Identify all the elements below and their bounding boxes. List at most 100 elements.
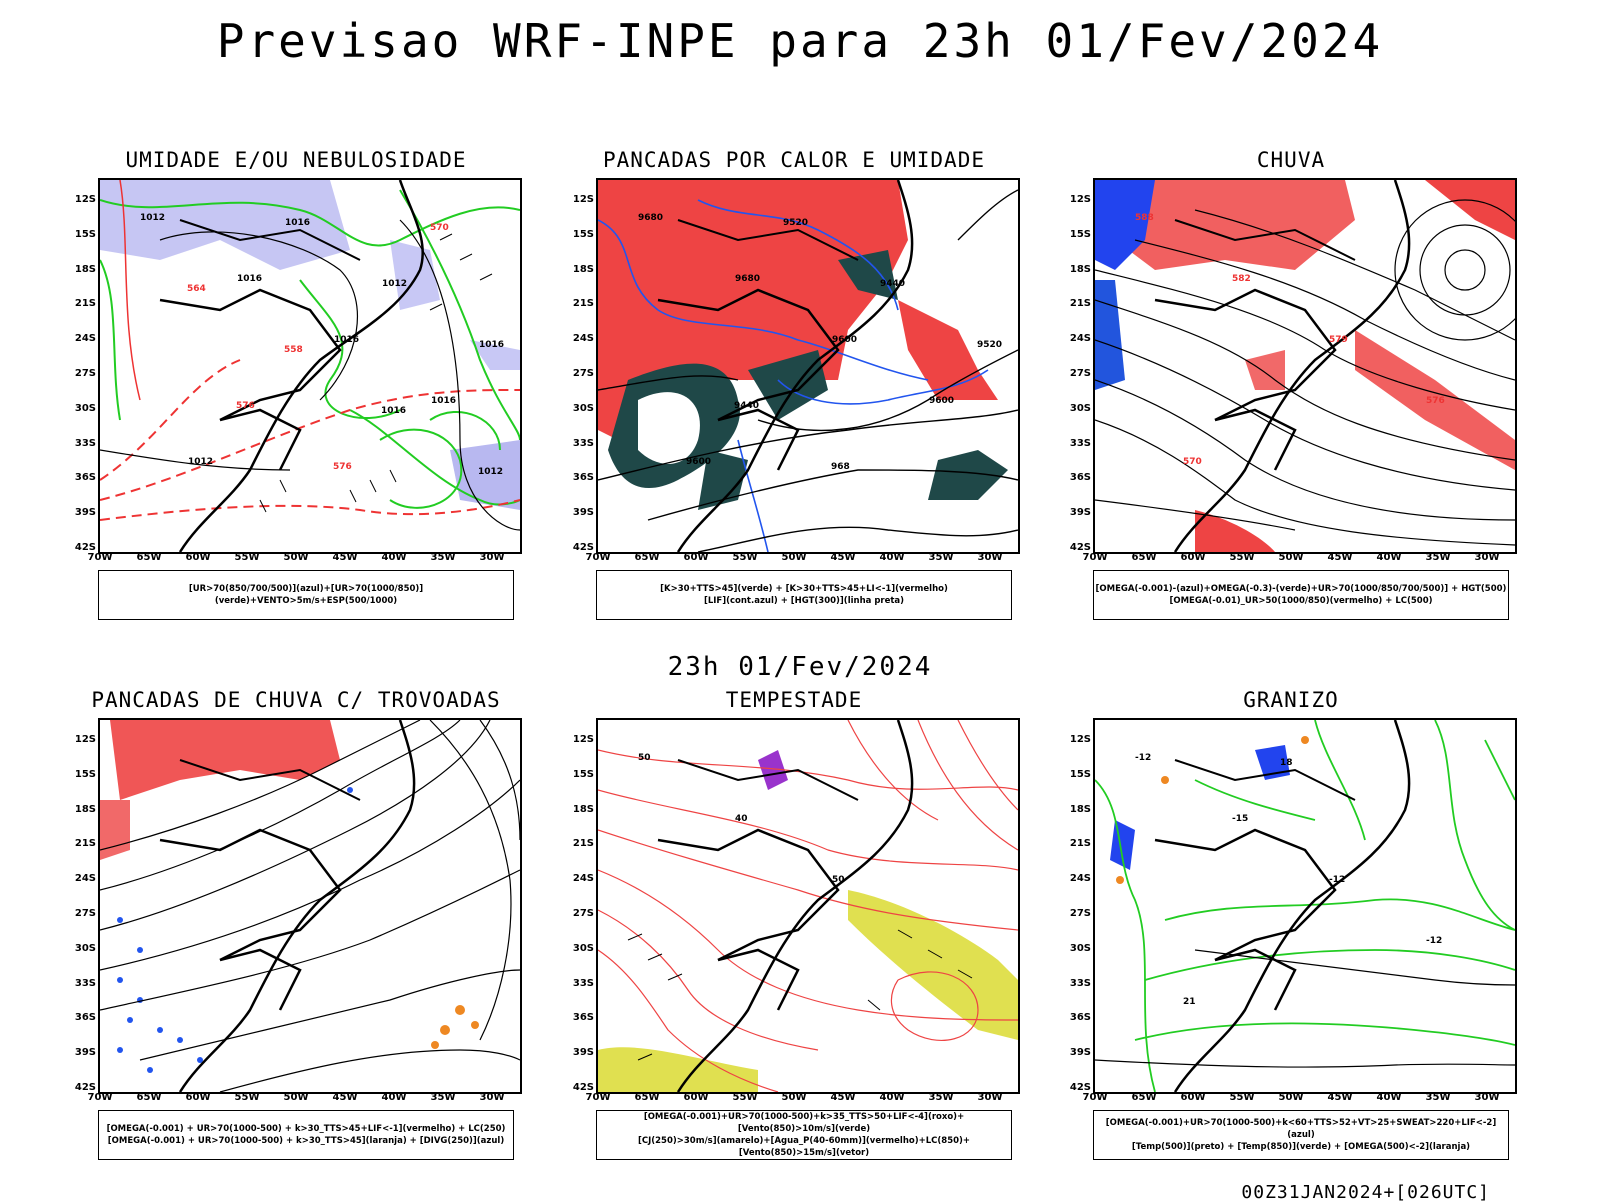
legend-box: [OMEGA(-0.001)+UR>70(1000-500)+k<60+TTS>… (1093, 1110, 1509, 1160)
panel-hail[interactable]: GRANIZO 12S 15S 18S 21S 24S 27S 30S 33S 36S 39S 42… (1041, 688, 1541, 1188)
lat-tick-label: 30S (572, 402, 594, 414)
contour-label: 40 (735, 814, 748, 824)
lon-tick-label: 55W (1229, 1092, 1255, 1103)
lat-tick-label: 15S (1069, 228, 1091, 240)
contour-label: 9680 (638, 213, 663, 223)
lat-tick-label: 12S (1069, 194, 1091, 205)
map-heat-showers[interactable]: 9680 9680 9600 9600 9600 9520 9440 9520 9440 968 (596, 178, 1020, 554)
lon-tick-label: 45W (332, 552, 358, 563)
lon-tick-label: 60W (185, 1092, 211, 1103)
lon-tick-label: 60W (185, 552, 211, 563)
lat-tick-label: 15S (1069, 768, 1091, 780)
map-hail[interactable]: -12 -15 -12 -12 21 18 (1093, 718, 1517, 1094)
panel-heat-showers[interactable]: PANCADAS POR CALOR E UMIDADE 12S 15S 18S 21… (544, 148, 1044, 648)
lon-tick-label: 65W (634, 1092, 660, 1103)
panel-rain[interactable]: CHUVA 12S 15S 18S 21S 24S 27S 30S 33S 36S 39S 42S (1041, 148, 1541, 648)
lon-tick-label: 60W (1180, 552, 1206, 563)
lon-tick-label: 45W (332, 1092, 358, 1103)
lon-axis: 70W 65W 60W 55W 50W 45W 40W 35W 30W (88, 552, 518, 566)
lat-tick-label: 21S (1069, 298, 1091, 310)
lon-tick-label: 50W (283, 552, 309, 563)
map-canvas (100, 720, 520, 1092)
lon-axis: 70W 65W 60W 55W 50W 45W 40W 35W 30W (586, 1092, 1016, 1106)
map-thunderstorm-showers[interactable] (98, 718, 522, 1094)
contour-label: 50 (832, 875, 845, 885)
map-canvas: 588 582 579 576 570 (1095, 180, 1515, 552)
contour-label: -12 (1426, 936, 1442, 946)
map-canvas: 50 40 50 (598, 720, 1018, 1092)
lat-tick-label: 36S (1069, 472, 1091, 484)
contour-label: 1016 (479, 340, 504, 350)
panel-humidity[interactable]: UMIDADE E/OU NEBULOSIDADE 12S 15S 18S 21S 24… (46, 148, 546, 648)
contour-label: -15 (1232, 814, 1248, 824)
lat-tick-label: 24S (572, 873, 594, 885)
contour-label: 9440 (880, 279, 905, 289)
map-canvas: 9680 9680 9600 9600 9600 9520 9440 9520 9440 968 (598, 180, 1018, 552)
contour-label: 576 (236, 401, 255, 411)
panel-title: TEMPESTADE (725, 688, 863, 712)
contour-label: 9440 (734, 401, 759, 411)
contour-label: 579 (1329, 335, 1348, 345)
panel-storm[interactable]: TEMPESTADE 12S 15S 18S 21S 24S 27S 30S 33S 36S 39… (544, 688, 1044, 1188)
panel-title: CHUVA (1256, 148, 1326, 172)
lon-tick-label: 50W (781, 1092, 807, 1103)
lon-tick-label: 35W (928, 1092, 954, 1103)
lon-tick-label: 40W (879, 552, 905, 563)
legend-box: [K>30+TTS>45](verde) + [K>30+TTS>45+LI<-… (596, 570, 1012, 620)
lon-axis: 70W 65W 60W 55W 50W 45W 40W 35W 30W (88, 1092, 518, 1106)
lat-tick-label: 21S (74, 838, 96, 850)
contour-label: 1016 (381, 406, 406, 416)
lat-axis: 12S 15S 18S 21S 24S 27S 30S 33S 36S 39S 42S (554, 178, 594, 553)
lon-tick-label: 70W (1082, 1092, 1108, 1103)
lat-axis: 12S 15S 18S 21S 24S 27S 30S 33S 36S 39S 42S (1051, 718, 1091, 1093)
lat-tick-label: 36S (572, 1012, 594, 1024)
lat-tick-label: 12S (1069, 734, 1091, 745)
contour-label: 1016 (431, 396, 456, 406)
lon-tick-label: 50W (781, 552, 807, 563)
lat-tick-label: 24S (74, 873, 96, 885)
lat-tick-label: 30S (572, 942, 594, 954)
contour-label: 1012 (478, 467, 503, 477)
lat-tick-label: 12S (74, 734, 96, 745)
lon-tick-label: 70W (585, 1092, 611, 1103)
lon-tick-label: 65W (1131, 552, 1157, 563)
lon-tick-label: 30W (479, 1092, 505, 1103)
panel-thunderstorm-showers[interactable]: PANCADAS DE CHUVA C/ TROVOADAS 12S 15S 18S… (46, 688, 546, 1188)
contour-label: -12 (1135, 753, 1151, 763)
lon-tick-label: 55W (732, 1092, 758, 1103)
lat-tick-label: 24S (1069, 333, 1091, 345)
lon-axis: 70W 65W 60W 55W 50W 45W 40W 35W 30W (586, 552, 1016, 566)
lat-tick-label: 42S (572, 1082, 594, 1093)
lon-tick-label: 30W (1474, 1092, 1500, 1103)
lat-tick-label: 33S (572, 437, 594, 449)
contour-label: 570 (430, 223, 449, 233)
lon-tick-label: 55W (732, 552, 758, 563)
lat-tick-label: 15S (74, 228, 96, 240)
lat-tick-label: 36S (74, 472, 96, 484)
lat-tick-label: 30S (74, 942, 96, 954)
lat-tick-label: 42S (74, 1082, 96, 1093)
lat-tick-label: 18S (1069, 803, 1091, 815)
lat-tick-label: 33S (74, 977, 96, 989)
lat-tick-label: 42S (74, 542, 96, 553)
lon-tick-label: 65W (136, 1092, 162, 1103)
lon-tick-label: 45W (830, 1092, 856, 1103)
contour-label: 18 (1280, 758, 1293, 768)
map-humidity[interactable]: 1012 1016 1016 1016 1012 1016 1012 1016 576 576 57… (98, 178, 522, 554)
lat-tick-label: 12S (572, 734, 594, 745)
contour-label: 9600 (929, 396, 954, 406)
lat-tick-label: 21S (74, 298, 96, 310)
lon-tick-label: 55W (1229, 552, 1255, 563)
lat-tick-label: 12S (74, 194, 96, 205)
legend-box: [OMEGA(-0.001)-(azul)+OMEGA(-0.3)-(verde… (1093, 570, 1509, 620)
lon-tick-label: 70W (1082, 552, 1108, 563)
lon-tick-label: 35W (1425, 552, 1451, 563)
lat-tick-label: 27S (572, 368, 594, 379)
contour-label: 968 (831, 462, 850, 472)
lat-tick-label: 30S (74, 402, 96, 414)
map-rain[interactable]: 588 582 579 576 570 (1093, 178, 1517, 554)
legend-line: [OMEGA(-0.01)_UR>50(1000/850)(vermelho) … (1169, 596, 1433, 606)
map-storm[interactable]: 50 40 50 (596, 718, 1020, 1094)
lat-axis: 12S 15S 18S 21S 24S 27S 30S 33S 36S 39S 42S (1051, 178, 1091, 553)
lat-tick-label: 27S (572, 908, 594, 919)
